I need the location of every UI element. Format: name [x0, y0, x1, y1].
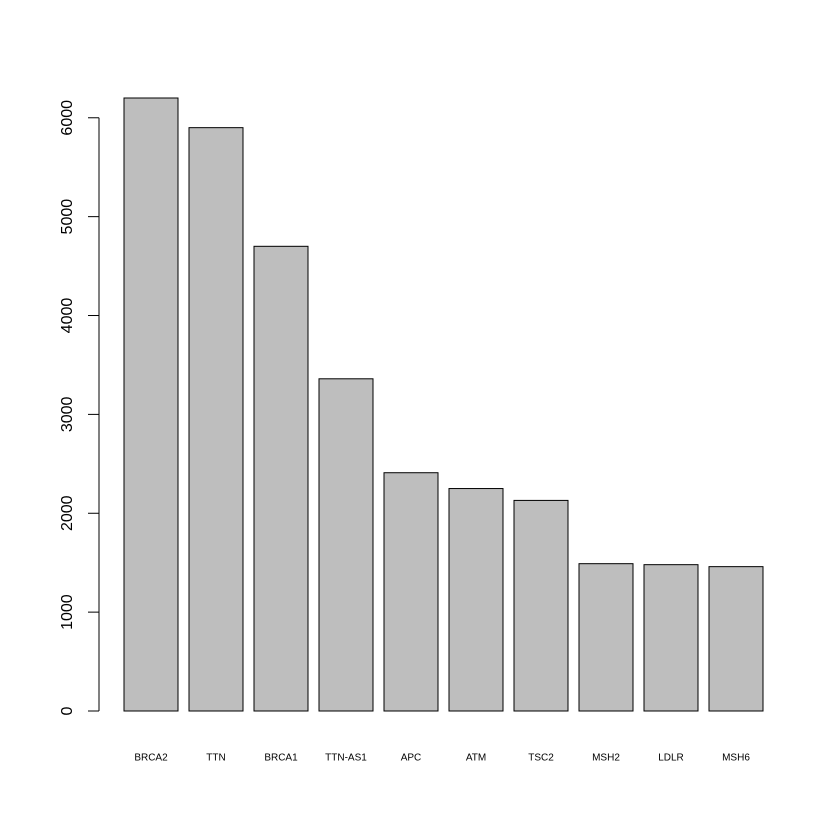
bar: [123, 97, 179, 712]
x-tick-label: MSH6: [722, 753, 750, 764]
x-tick-label: BRCA2: [134, 753, 168, 764]
y-tick-label: 0: [59, 706, 76, 715]
x-tick-label: TTN-AS1: [325, 753, 367, 764]
bar: [578, 563, 634, 712]
bar: [383, 472, 439, 712]
y-tick-label: 6000: [59, 100, 76, 136]
x-tick-label: BRCA1: [264, 753, 298, 764]
x-tick-label: MSH2: [592, 753, 620, 764]
bar: [643, 564, 699, 712]
x-tick-label: ATM: [466, 753, 486, 764]
bar: [708, 566, 764, 712]
x-tick-label: TSC2: [528, 753, 554, 764]
bar: [318, 378, 374, 712]
bar: [253, 245, 309, 712]
bar: [448, 488, 504, 712]
x-tick-label: LDLR: [658, 753, 684, 764]
y-tick-label: 1000: [59, 594, 76, 630]
y-tick-label: 5000: [59, 199, 76, 235]
y-tick-label: 2000: [59, 495, 76, 531]
x-tick-label: APC: [401, 753, 422, 764]
bar: [188, 127, 244, 712]
y-tick-label: 4000: [59, 298, 76, 334]
x-tick-label: TTN: [206, 753, 225, 764]
y-tick-label: 3000: [59, 396, 76, 432]
bar: [513, 499, 569, 712]
